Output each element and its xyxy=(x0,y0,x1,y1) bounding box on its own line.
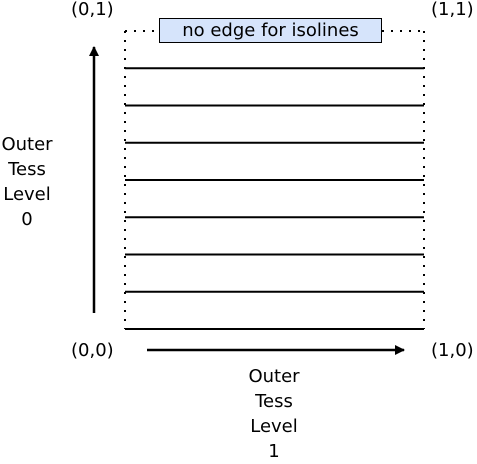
vertical-axis-label-line: Outer xyxy=(1,134,53,155)
horizontal-axis-label-line: Outer xyxy=(248,366,300,387)
no-edge-banner: no edge for isolines xyxy=(159,18,382,43)
horizontal-axis-label-line: Level xyxy=(250,416,298,437)
corner-label-bottom-left: (0,0) xyxy=(71,340,114,361)
vertical-axis-label: Outer Tess Level 0 xyxy=(0,132,67,232)
horizontal-axis-label: Outer Tess Level 1 xyxy=(234,364,314,464)
vertical-axis-label-line: Level xyxy=(3,184,51,205)
corner-label-top-left: (0,1) xyxy=(71,0,114,20)
horizontal-axis-label-line: 1 xyxy=(268,441,280,462)
corner-label-bottom-right: (1,0) xyxy=(431,340,474,361)
corner-label-top-right: (1,1) xyxy=(431,0,474,20)
horizontal-axis-label-line: Tess xyxy=(255,391,293,412)
isolines xyxy=(125,67,424,330)
vertical-axis-label-line: Tess xyxy=(8,159,46,180)
vertical-axis-label-line: 0 xyxy=(21,209,33,230)
unit-square-boundary xyxy=(124,30,425,330)
